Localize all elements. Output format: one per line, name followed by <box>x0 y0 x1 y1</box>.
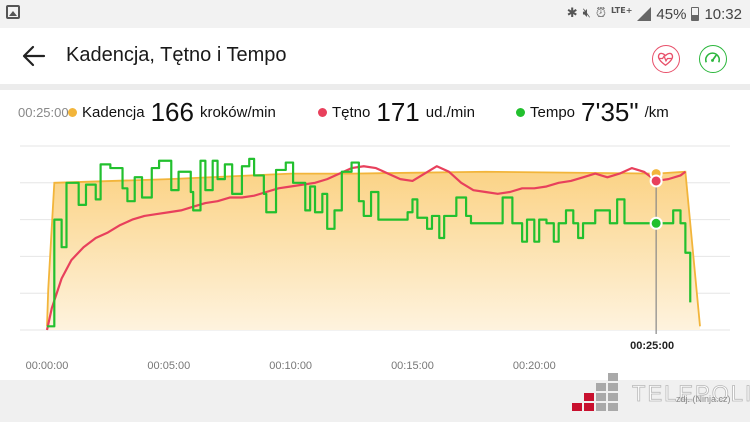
alarm-icon: ⏰︎ <box>595 6 607 21</box>
cadence-dot <box>68 107 77 117</box>
logo-cell <box>608 393 618 401</box>
logo-cell <box>608 383 618 391</box>
speedometer-button[interactable] <box>699 45 727 73</box>
bluetooth-icon: ✱ <box>566 6 578 21</box>
pace-value: 7'35" <box>581 96 639 127</box>
telepolis-logo <box>572 373 620 413</box>
cadence-value: 166 <box>150 96 194 127</box>
status-icons: ✱ 🔇︎ ⏰︎ LTE+ 45% 10:32 <box>567 4 742 24</box>
logo-cell <box>608 373 618 381</box>
legend-cadence: Kadencja 166 kroków/min <box>68 92 276 132</box>
chart-cursor[interactable]: 00:25:00 <box>630 167 674 352</box>
pace-dot <box>516 107 525 117</box>
logo-cell <box>584 403 594 411</box>
series-cadence-area <box>47 171 700 330</box>
watermark-brand: TELEPOLIS <box>632 381 750 407</box>
heart-rate-unit: ud./min <box>425 103 475 121</box>
watermark-source: zdj. (Ninja.cz) <box>676 394 731 404</box>
x-tick-label: 00:10:00 <box>269 360 312 372</box>
heart-rate-dot <box>318 107 327 117</box>
logo-cell <box>596 383 606 391</box>
x-tick-label: 00:20:00 <box>513 360 556 372</box>
legend-heart-rate: Tętno 171 ud./min <box>318 92 475 132</box>
heart-rate-icon <box>657 52 674 67</box>
logo-cell <box>596 403 606 411</box>
cursor-time: 00:25:00 <box>18 104 69 120</box>
logo-cell <box>608 403 618 411</box>
heart-rate-value: 171 <box>376 96 420 127</box>
gallery-icon <box>6 5 20 19</box>
pace-label: Tempo <box>530 103 576 121</box>
legend-pace: Tempo 7'35" /km <box>516 92 669 132</box>
arrow-left-icon[interactable] <box>20 42 48 70</box>
logo-cell <box>584 393 594 401</box>
lte-label: LTE+ <box>611 6 633 15</box>
heart-rate-button[interactable] <box>652 45 680 73</box>
logo-cell <box>596 393 606 401</box>
battery-icon <box>691 7 700 21</box>
cadence-unit: kroków/min <box>199 103 276 121</box>
status-time: 10:32 <box>704 5 742 23</box>
series-pace-line <box>47 157 692 328</box>
signal-icon <box>637 7 652 21</box>
cursor-time-label: 00:25:00 <box>630 340 674 352</box>
cadence-label: Kadencja <box>82 103 145 121</box>
legend-row: 00:25:00 Kadencja 166 kroków/min Tętno 1… <box>0 92 750 132</box>
chart-series <box>45 157 701 331</box>
series-heart-rate-line <box>45 165 687 331</box>
pace-unit: /km <box>644 103 669 121</box>
heart-rate-label: Tętno <box>332 103 371 121</box>
page-title: Kadencja, Tętno i Tempo <box>66 44 287 66</box>
series-cadence-line <box>46 170 701 327</box>
logo-cell <box>572 403 582 411</box>
speedometer-icon <box>705 52 720 63</box>
cursor-dot-heart-rate <box>649 174 663 188</box>
x-tick-label: 00:00:00 <box>26 360 69 372</box>
mute-icon: 🔇︎ <box>582 6 591 21</box>
x-tick-label: 00:15:00 <box>391 360 434 372</box>
footer-band <box>0 380 750 422</box>
app-bar: Kadencja, Tętno i Tempo <box>0 28 750 84</box>
battery-percent: 45% <box>656 5 687 23</box>
activity-chart[interactable]: 00:25:00 00:00:00 00:05:00 00:10:00 00:15:0… <box>0 140 750 380</box>
status-bar: ✱ 🔇︎ ⏰︎ LTE+ 45% 10:32 <box>0 0 750 28</box>
header-divider <box>0 84 750 90</box>
x-tick-label: 00:05:00 <box>147 360 190 372</box>
x-axis-ticks: 00:00:00 00:05:00 00:10:00 00:15:00 00:20:00 <box>26 360 556 372</box>
cursor-dot-pace <box>649 216 663 230</box>
